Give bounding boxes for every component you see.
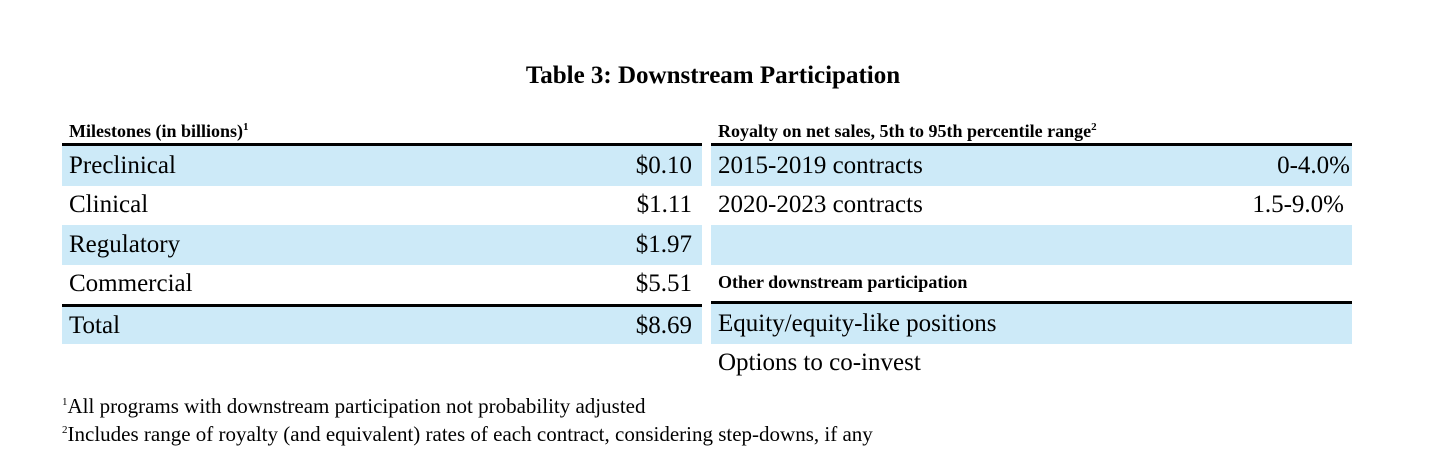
row-value: $1.11 [636,191,692,219]
footnote-ref-2: 2 [1091,121,1097,133]
table-title: Table 3: Downstream Participation [525,62,901,89]
footnote-marker: 2 [62,424,68,436]
row-label: Regulatory [69,230,181,258]
royalty-header-text: Royalty on net sales, 5th to 95th percen… [718,121,1092,141]
row-label: Preclinical [69,151,176,179]
table-row: Preclinical $0.10 [62,146,702,186]
row-label: 2020-2023 contracts [718,191,923,219]
item-label: Options to co-invest [718,349,921,377]
footnote-text: All programs with downstream participati… [67,394,646,418]
royalty-header: Royalty on net sales, 5th to 95th percen… [711,117,1352,146]
row-value: $1.97 [635,230,692,258]
row-label: 2015-2019 contracts [718,151,923,179]
list-item: Options to co-invest [711,344,1352,384]
footnotes: 1All programs with downstream participat… [62,392,873,448]
row-label: Commercial [69,270,193,298]
list-item: Equity/equity-like positions [711,304,1352,344]
milestones-table: Milestones (in billions)1 Preclinical $0… [62,117,702,344]
row-value: 1.5-9.0% [1252,191,1344,219]
milestones-header: Milestones (in billions)1 [62,117,702,146]
footnote-text: Includes range of royalty (and equivalen… [67,422,873,446]
footnote-ref-1: 1 [243,121,249,133]
table-row: Clinical $1.11 [62,186,702,226]
total-label: Total [69,311,121,339]
row-value: $5.51 [635,270,692,298]
footnote-2: 2Includes range of royalty (and equivale… [62,420,873,448]
royalty-table: Royalty on net sales, 5th to 95th percen… [711,117,1352,383]
table-row: Regulatory $1.97 [62,225,702,265]
footnote-1: 1All programs with downstream participat… [62,392,873,420]
table-row: Commercial $5.51 [62,265,702,305]
milestones-header-text: Milestones (in billions) [69,121,244,141]
total-value: $8.69 [635,311,692,339]
item-label: Equity/equity-like positions [718,309,997,337]
total-row: Total $8.69 [62,304,702,344]
row-value: $0.10 [635,151,692,179]
empty-row [711,225,1352,265]
footnote-marker: 1 [62,396,68,408]
other-participation-header: Other downstream participation [711,265,1352,304]
row-label: Clinical [69,191,149,219]
row-value: 0-4.0% [1277,151,1350,179]
table-row: 2020-2023 contracts 1.5-9.0% [711,186,1352,226]
table-row: 2015-2019 contracts 0-4.0% [711,146,1352,186]
